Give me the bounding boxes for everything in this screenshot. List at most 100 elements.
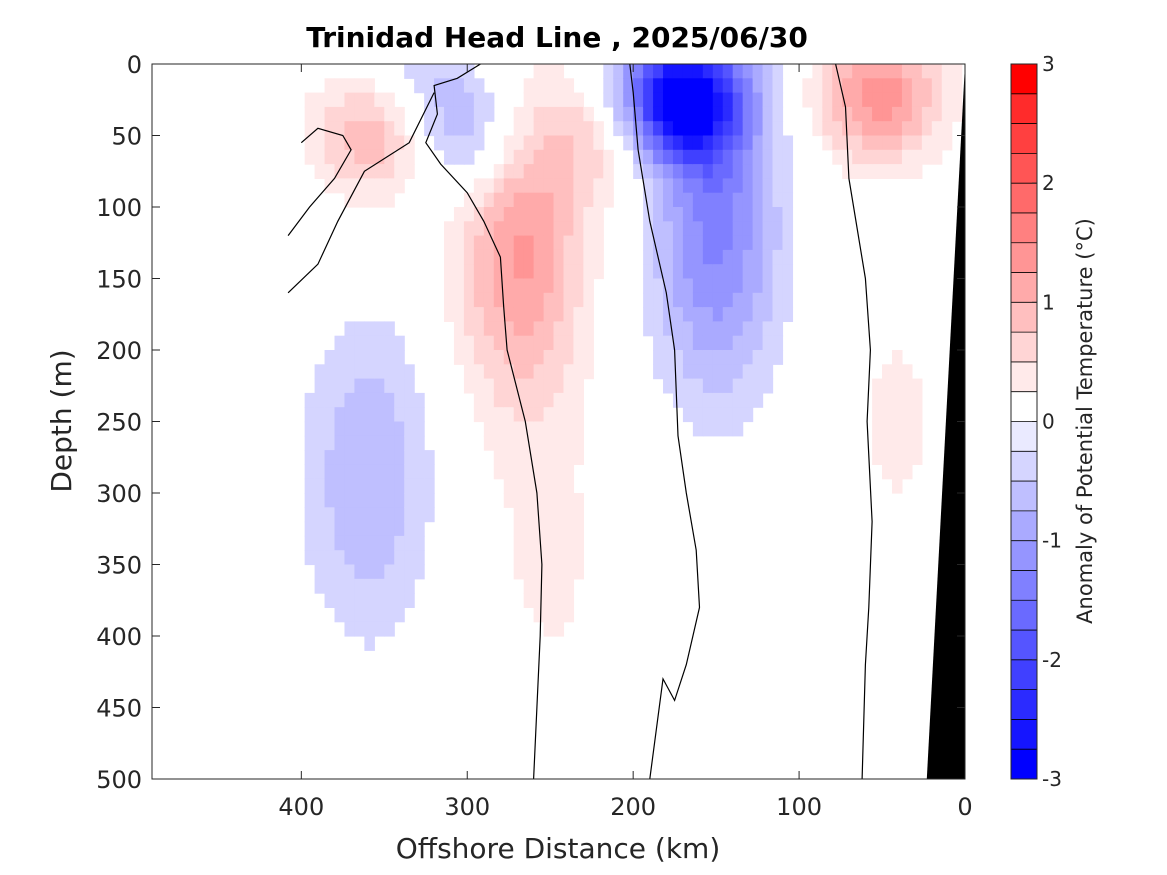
field-cell	[633, 64, 644, 79]
field-cell	[782, 292, 794, 308]
field-cell	[404, 435, 415, 451]
colorbar-segment	[1011, 421, 1037, 452]
field-cell	[344, 335, 356, 351]
field-cell	[513, 507, 525, 523]
field-cell	[364, 78, 375, 94]
field-cell	[444, 307, 455, 322]
x-axis-label: Offshore Distance (km)	[396, 832, 721, 865]
field-cell	[533, 64, 545, 79]
colorbar-segment	[1011, 481, 1037, 512]
field-cell	[344, 493, 356, 508]
field-cell	[334, 407, 346, 423]
field-cell	[344, 192, 356, 208]
field-cell	[384, 350, 395, 365]
field-cell	[862, 121, 873, 137]
y-tick-label: 50	[111, 123, 142, 151]
field-cell	[384, 607, 395, 623]
field-cell	[384, 593, 395, 608]
field-cell	[414, 550, 425, 566]
field-cell	[892, 149, 903, 165]
field-cell	[414, 478, 425, 494]
field-cell	[583, 178, 594, 194]
y-axis: 0 50 100 150 200 250 300 350 400 450 500	[96, 51, 965, 794]
field-cell	[533, 407, 545, 423]
field-cell	[453, 292, 465, 308]
field-cell	[434, 121, 445, 137]
field-cell	[712, 249, 724, 265]
field-cell	[732, 392, 744, 408]
field-cell	[653, 64, 664, 79]
field-cell	[533, 378, 545, 394]
field-cell	[523, 149, 535, 165]
field-cell	[772, 249, 784, 265]
colorbar-tick-label: 2	[1042, 171, 1055, 195]
field-cell	[563, 521, 575, 537]
field-cell	[523, 507, 535, 523]
field-cell	[553, 607, 565, 623]
y-tick-label: 150	[96, 266, 142, 294]
field-cell	[892, 164, 903, 179]
field-cell	[762, 164, 774, 179]
field-cell	[663, 92, 674, 108]
field-cell	[812, 121, 823, 137]
field-cell	[493, 192, 505, 208]
field-cell	[374, 164, 385, 179]
field-cell	[782, 264, 794, 280]
field-cell	[354, 321, 365, 337]
field-cell	[553, 564, 565, 580]
field-cell	[394, 593, 405, 608]
field-cell	[623, 78, 634, 94]
colorbar-segment	[1011, 630, 1037, 661]
field-cell	[493, 392, 505, 408]
field-cell	[882, 106, 893, 122]
field-cell	[901, 78, 913, 94]
field-cell	[732, 207, 744, 222]
field-cell	[364, 593, 375, 608]
field-cell	[523, 593, 535, 608]
field-cell	[653, 364, 664, 380]
field-cell	[444, 278, 455, 294]
field-cell	[663, 135, 674, 151]
field-cell	[394, 392, 405, 408]
field-cell	[921, 149, 933, 165]
field-cell	[463, 335, 475, 351]
field-cell	[762, 350, 774, 365]
field-cell	[901, 106, 913, 122]
field-cell	[503, 335, 515, 351]
field-cell	[672, 378, 684, 394]
field-cell	[742, 235, 754, 251]
field-cell	[752, 249, 764, 265]
field-cell	[742, 121, 754, 137]
field-cell	[523, 121, 535, 137]
field-cell	[473, 392, 485, 408]
field-cell	[772, 149, 784, 165]
field-cell	[742, 378, 754, 394]
field-cell	[901, 64, 913, 79]
field-cell	[583, 192, 594, 208]
field-cell	[663, 149, 674, 165]
field-cell	[364, 92, 375, 108]
field-cell	[523, 207, 535, 222]
field-cell	[892, 407, 903, 423]
field-cell	[702, 321, 714, 337]
field-cell	[643, 192, 654, 208]
field-cell	[434, 135, 445, 151]
y-tick-label: 0	[127, 51, 142, 79]
field-cell	[762, 307, 774, 322]
field-cell	[344, 78, 356, 94]
field-cell	[573, 493, 584, 508]
field-cell	[473, 321, 485, 337]
field-cell	[364, 407, 375, 423]
field-cell	[842, 164, 853, 179]
field-cell	[663, 249, 674, 265]
field-cell	[354, 435, 365, 451]
field-cell	[533, 335, 545, 351]
field-cell	[324, 149, 336, 165]
field-cell	[573, 407, 584, 423]
field-cell	[453, 350, 465, 365]
field-cell	[762, 221, 774, 237]
field-cell	[623, 121, 634, 137]
field-cell	[453, 335, 465, 351]
field-cell	[513, 207, 525, 222]
